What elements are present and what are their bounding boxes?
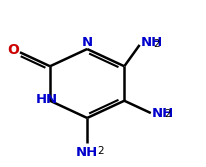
Text: NH: NH — [76, 146, 98, 159]
Text: 2: 2 — [96, 146, 103, 156]
Text: NH: NH — [151, 107, 173, 120]
Text: O: O — [7, 43, 19, 57]
Text: N: N — [45, 93, 56, 106]
Text: NH: NH — [140, 36, 162, 49]
Text: 2: 2 — [164, 109, 171, 119]
Text: H: H — [35, 93, 46, 106]
Text: N: N — [82, 36, 93, 49]
Text: 2: 2 — [153, 39, 159, 49]
